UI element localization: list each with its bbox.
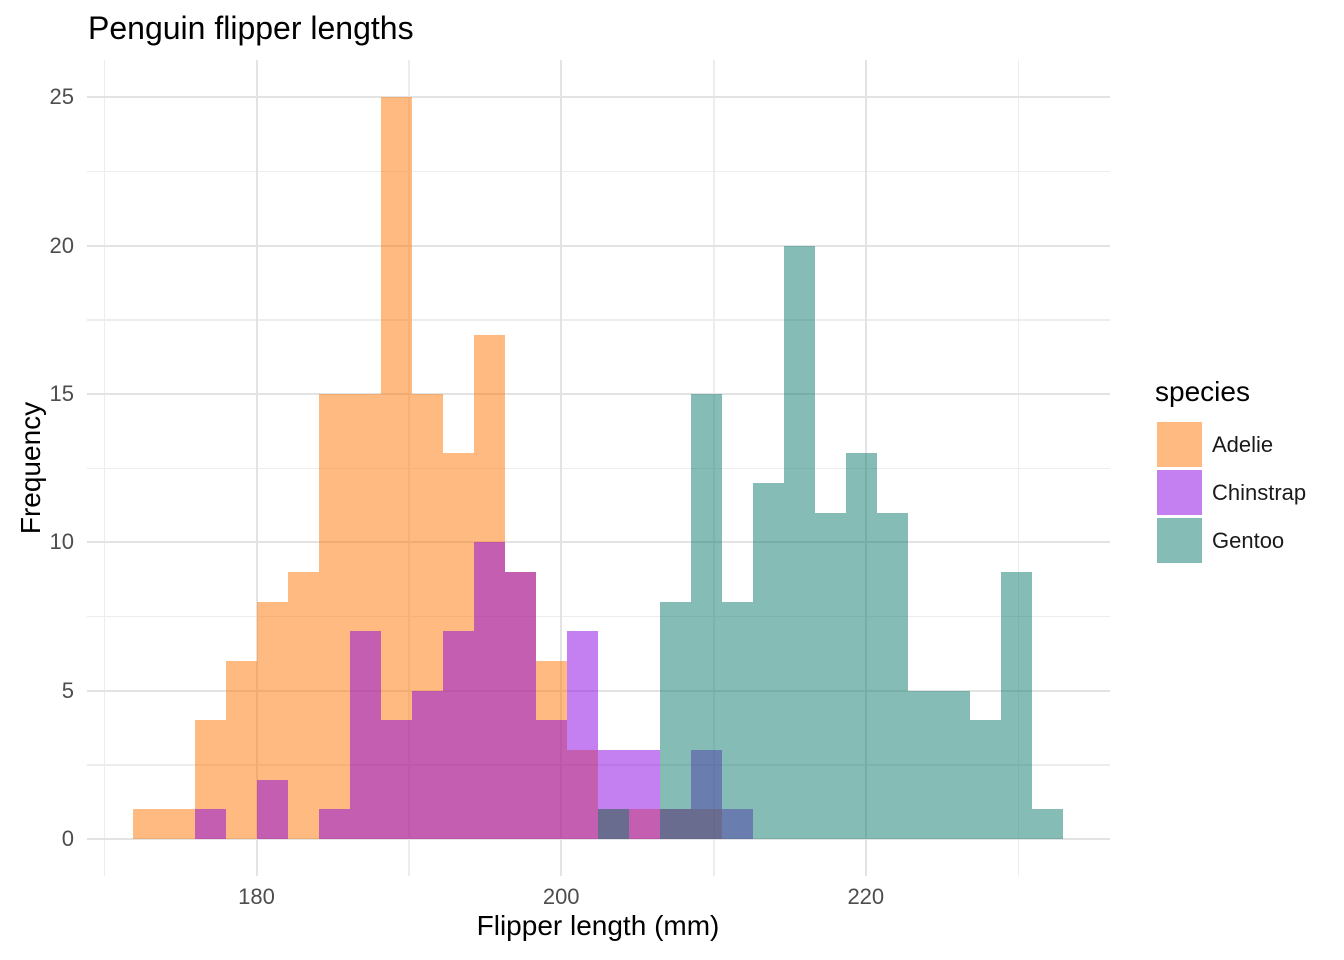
gridline-x-minor	[1017, 60, 1020, 876]
gridline-x-major	[255, 60, 258, 876]
histogram-bar-gentoo	[598, 809, 630, 839]
legend-title: species	[1155, 376, 1250, 407]
histogram-bar-gentoo	[846, 453, 878, 839]
y-tick-label: 15	[49, 380, 74, 406]
histogram-bar-chinstrap	[257, 779, 289, 839]
histogram-bar-chinstrap	[567, 631, 599, 839]
histogram-bar-gentoo	[660, 601, 692, 839]
histogram-bar-gentoo	[815, 512, 847, 839]
y-tick-label: 0	[61, 825, 74, 851]
histogram-bar-chinstrap	[195, 809, 227, 839]
histogram-bar-gentoo	[1032, 809, 1064, 839]
histogram-bar-chinstrap	[319, 809, 351, 839]
adelie-swatch-icon	[1157, 422, 1202, 467]
y-tick-label: 5	[61, 677, 74, 703]
legend: species Adelie Chinstrap Gentoo	[1155, 376, 1306, 566]
gridline-y-minor	[87, 467, 1110, 469]
histogram-bar-adelie	[319, 393, 351, 839]
histogram-bar-gentoo	[722, 601, 754, 839]
legend-entry-adelie: Adelie	[1155, 422, 1273, 467]
histogram-bar-gentoo	[784, 245, 816, 839]
x-tick-label: 180	[238, 884, 275, 909]
histogram-bar-gentoo	[877, 512, 909, 839]
histogram-bar-adelie	[288, 571, 320, 839]
chinstrap-swatch-icon	[1157, 470, 1202, 515]
legend-entry-chinstrap: Chinstrap	[1155, 470, 1306, 515]
gridline-y-major	[87, 244, 1110, 247]
legend-label-adelie: Adelie	[1212, 431, 1274, 457]
plot-panel	[87, 60, 1110, 876]
histogram-bar-gentoo	[1001, 571, 1033, 839]
gridline-y-major	[87, 689, 1110, 692]
y-tick-label: 20	[49, 232, 74, 258]
y-axis-title: Frequency	[15, 401, 46, 535]
gridline-y-minor	[87, 170, 1110, 173]
histogram-bar-gentoo	[753, 482, 785, 839]
histogram-bar-adelie	[226, 660, 258, 839]
gridline-y-minor	[87, 615, 1110, 618]
histogram-bar-chinstrap	[412, 690, 444, 839]
x-tick-label: 220	[847, 884, 885, 909]
histogram-bar-gentoo	[691, 393, 723, 839]
histogram-bar-chinstrap	[350, 631, 382, 839]
histogram-bar-chinstrap	[474, 542, 506, 839]
gridline-y-major	[87, 541, 1110, 544]
histogram-bar-gentoo	[970, 720, 1002, 839]
y-tick-label: 25	[49, 84, 74, 110]
histogram-bar-chinstrap	[629, 749, 661, 839]
gridline-x-major	[560, 60, 563, 876]
legend-entry-gentoo: Gentoo	[1155, 518, 1284, 563]
legend-label-gentoo: Gentoo	[1212, 527, 1285, 553]
histogram-bar-adelie	[381, 97, 413, 839]
histogram-bar-chinstrap	[443, 631, 475, 839]
histogram-bar-gentoo	[908, 690, 940, 839]
x-axis-title: Flipper length (mm)	[476, 910, 720, 941]
gridline-y-major	[87, 392, 1110, 395]
histogram-bar-chinstrap	[505, 571, 537, 839]
gentoo-swatch-icon	[1157, 518, 1202, 563]
x-tick-label: 200	[542, 884, 580, 909]
gridline-x-minor	[103, 60, 106, 876]
gridline-y-major	[87, 96, 1110, 99]
histogram-bar-gentoo	[939, 690, 971, 839]
legend-label-chinstrap: Chinstrap	[1212, 479, 1307, 505]
gridline-y-major	[87, 837, 1110, 840]
gridline-y-minor	[87, 319, 1110, 321]
histogram-bar-adelie	[164, 809, 196, 839]
y-tick-label: 10	[49, 529, 74, 555]
plot-title: Penguin flipper lengths	[88, 10, 414, 46]
histogram-bar-chinstrap	[381, 720, 413, 839]
histogram-bar-chinstrap	[536, 720, 568, 839]
histogram-bar-adelie	[133, 809, 165, 839]
